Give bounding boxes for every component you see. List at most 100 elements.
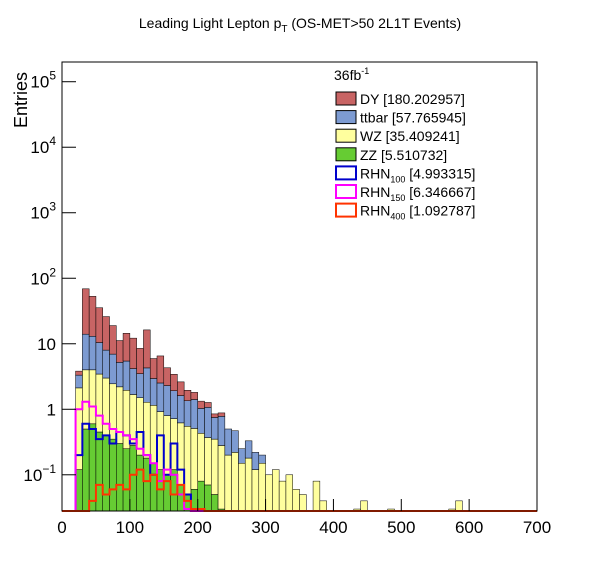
legend-swatch [335, 165, 357, 181]
legend-name: WZ [35.409241] [360, 128, 460, 144]
bar-segment [149, 405, 158, 464]
legend-label: RHN400 [1.092787] [360, 203, 475, 222]
bar-segment [190, 399, 198, 429]
bar-segment [183, 426, 192, 495]
legend-label: ttbar [57.765945] [360, 110, 466, 126]
bar-segment [116, 386, 124, 444]
bar-segment [183, 390, 192, 401]
legend-label: RHN100 [4.993315] [360, 165, 475, 184]
legend-swatch [335, 91, 357, 106]
bar-segment [211, 417, 219, 440]
bar-segment [183, 400, 192, 427]
bar-segment [82, 288, 90, 335]
title-text: (OS-MET>50 2L1T Events) [287, 15, 461, 31]
bar-segment [204, 402, 212, 408]
bar-segment [292, 489, 300, 512]
legend-name: ttbar [57.765945] [360, 110, 466, 126]
bar-segment [360, 500, 368, 512]
bar-segment [109, 438, 117, 512]
legend-subscript: 150 [390, 193, 405, 203]
legend-yield: [1.092787] [405, 203, 475, 219]
y-tick-base: 10 [30, 73, 49, 92]
y-tick-exponent: 4 [49, 134, 56, 148]
bar-segment [258, 462, 266, 512]
bar-segment [251, 469, 260, 512]
bar-segment [190, 428, 198, 490]
bar-segment [143, 401, 151, 459]
bar-segment [95, 307, 103, 343]
bar-segment [129, 337, 137, 369]
bar-segment [204, 407, 212, 438]
title-text: Leading Light Lepton p [139, 15, 282, 31]
bar-segment [285, 474, 293, 512]
bar-segment [265, 474, 273, 512]
bar-segment [136, 454, 144, 512]
y-tick-base: 10 [30, 204, 49, 223]
bar-segment [163, 385, 171, 416]
title-subscript: T [281, 24, 287, 35]
bar-segment [82, 369, 90, 430]
y-tick-label: 10 [37, 335, 56, 354]
bar-segment [116, 443, 124, 512]
bar-segment [231, 430, 239, 453]
bar-segment [170, 374, 178, 391]
bar-segment [211, 494, 219, 512]
bar-segment [156, 355, 165, 384]
bar-segment [177, 422, 185, 486]
bar-segment [109, 383, 117, 440]
bar-segment [143, 457, 151, 512]
bar-segment [82, 333, 90, 371]
bar-segment [75, 387, 83, 470]
y-tick-exponent: 3 [49, 200, 56, 214]
y-tick-label: 103 [30, 200, 56, 223]
bar-segment [197, 408, 205, 434]
bar-segment [75, 374, 83, 389]
bar-segment [224, 454, 232, 512]
bar-segment [95, 373, 103, 433]
bar-segment [122, 333, 131, 362]
legend-name: RHN [360, 184, 390, 200]
bar-segment [231, 452, 239, 512]
lumi-text: 36fb [334, 67, 361, 83]
bar-segment [238, 462, 246, 512]
bar-segment [143, 329, 151, 369]
bar-segment [197, 480, 205, 512]
bar-segment [149, 378, 158, 406]
bar-segment [116, 340, 124, 363]
bar-segment [177, 484, 185, 512]
bar-segment [244, 457, 253, 512]
y-tick-exponent: 2 [49, 265, 56, 279]
bar-segment [102, 377, 110, 436]
bar-segment [136, 348, 144, 374]
legend-subscript: 100 [390, 174, 405, 184]
bar-segment [258, 454, 266, 464]
legend-swatch [335, 147, 357, 162]
bar-segment [149, 358, 158, 379]
bar-segment [129, 394, 137, 446]
bar-segment [204, 437, 212, 486]
bar-segment [129, 445, 137, 512]
bar-segment [170, 469, 178, 512]
legend-subscript: 400 [390, 212, 405, 222]
bar-segment [129, 368, 137, 395]
legend-yield: [6.346667] [405, 184, 475, 200]
bar-segment [122, 360, 131, 391]
legend-name: ZZ [5.510732] [360, 147, 447, 163]
bar-segment [312, 480, 321, 512]
legend-name: RHN [360, 165, 390, 181]
bar-segment [299, 494, 307, 512]
bar-segment [177, 395, 185, 424]
x-tick-label: 200 [184, 518, 212, 537]
x-tick-label: 0 [57, 518, 66, 537]
bar-segment [88, 336, 97, 371]
bar-segment [163, 415, 171, 476]
bar-segment [149, 462, 158, 512]
bar-segment [136, 397, 144, 456]
bar-segment [190, 489, 198, 512]
legend-label: RHN150 [6.346667] [360, 184, 475, 203]
bar-segment [102, 349, 110, 379]
bar-segment [197, 400, 205, 409]
bar-segment [190, 392, 198, 400]
bar-segment [244, 440, 253, 459]
